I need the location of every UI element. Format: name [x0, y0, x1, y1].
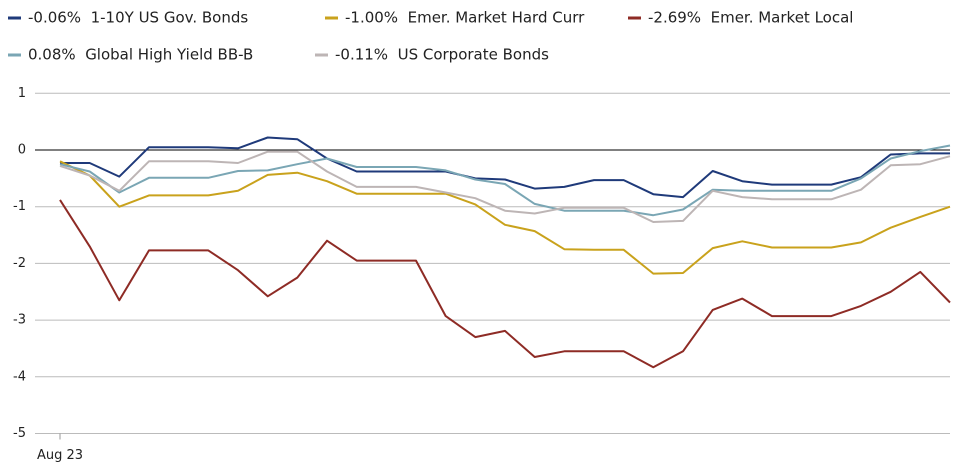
y-tick-label: 1: [18, 86, 26, 101]
series-line: [59, 150, 951, 223]
y-tick-label: -5: [13, 426, 26, 441]
legend-text: -0.06% 1-10Y US Gov. Bonds: [28, 9, 248, 27]
series-line: [60, 136, 950, 199]
x-tick-label: Aug 23: [37, 448, 83, 463]
y-tick-label: 0: [18, 143, 26, 158]
y-tick-label: -3: [13, 313, 26, 328]
series-line: [59, 160, 951, 275]
y-tick-label: -4: [13, 369, 26, 384]
legend-text: -1.00% Emer. Market Hard Curr: [345, 9, 585, 27]
legend-text: -0.11% US Corporate Bonds: [335, 46, 549, 64]
series-line: [59, 144, 951, 217]
y-tick-label: -2: [13, 256, 26, 271]
legend-text: 0.08% Global High Yield BB-B: [28, 46, 253, 64]
legend-text: -2.69% Emer. Market Local: [648, 9, 853, 27]
y-tick-label: -1: [13, 199, 26, 214]
series-line: [59, 199, 951, 369]
